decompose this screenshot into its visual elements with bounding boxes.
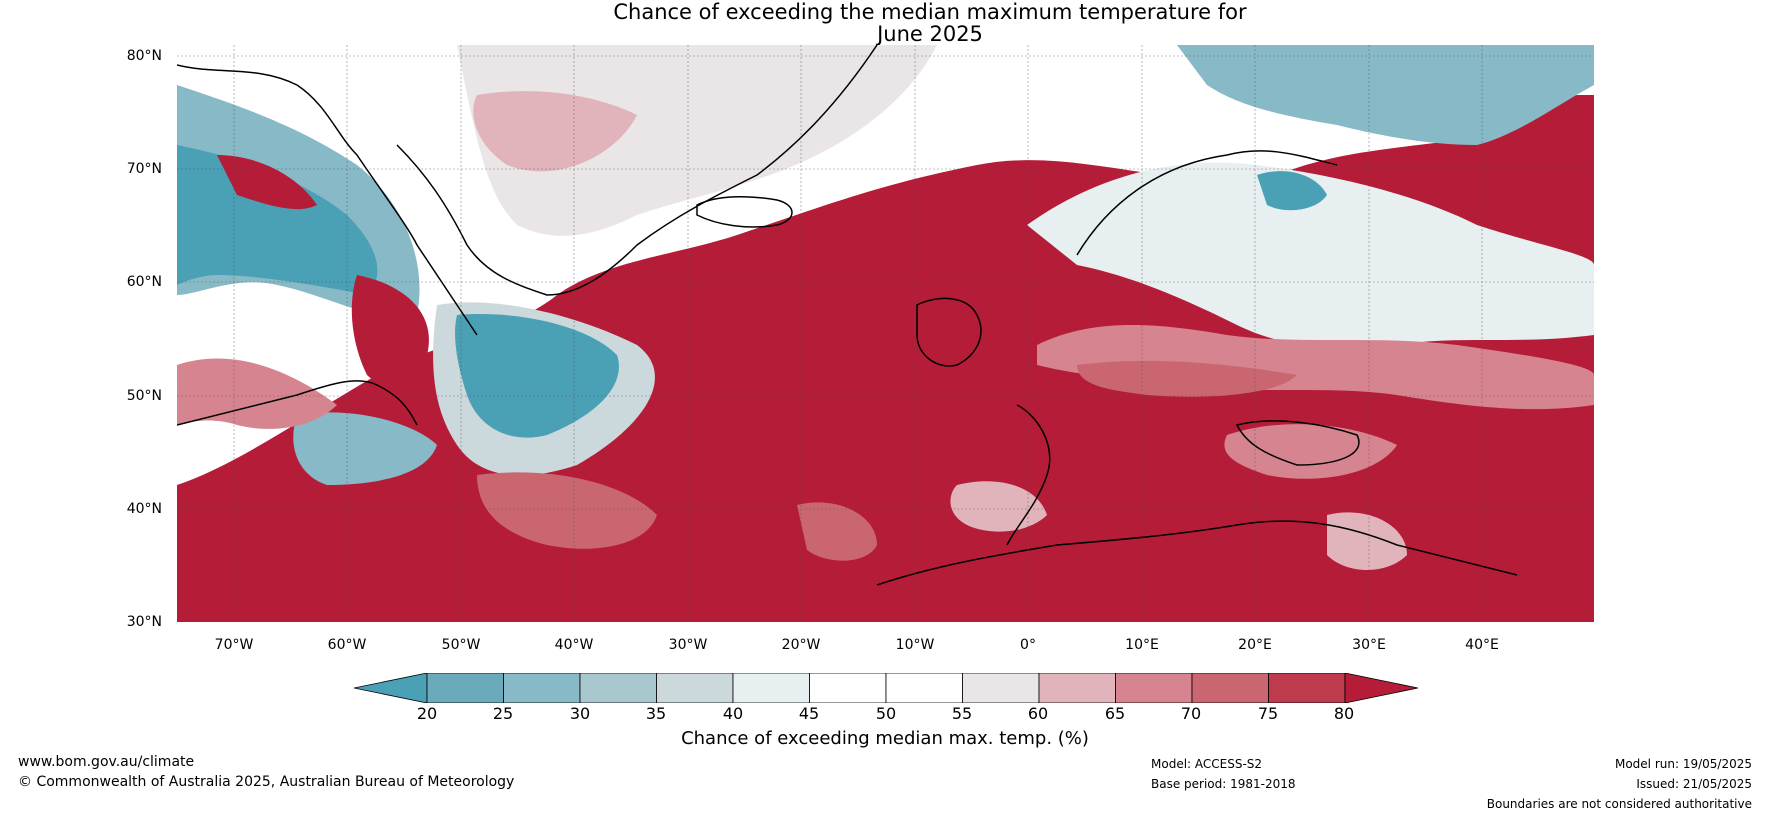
coastline-greenland (396, 45, 878, 296)
lon-label-30e: 30°E (1352, 637, 1386, 653)
coastline-scandinavia (1076, 150, 1338, 256)
region-black-sea-pink (1224, 424, 1397, 479)
lon-label-10e: 10°E (1125, 637, 1159, 653)
lat-label-40n: 40°N (126, 501, 162, 517)
region-europe-rose (1077, 360, 1297, 397)
region-greenland-pink (473, 91, 637, 172)
lon-label-40e: 40°E (1465, 637, 1499, 653)
colorbar-tick-75: 75 (1257, 704, 1279, 723)
coastline-us-northeast (177, 380, 418, 426)
lat-label-80n: 80°N (126, 48, 162, 64)
base-period-text: Base period: 1981-2018 (1151, 777, 1296, 791)
map-gridlines (177, 45, 1594, 622)
colorbar-segment (809, 672, 887, 704)
forecast-map (177, 45, 1594, 622)
colorbar-tick-20: 20 (416, 704, 438, 723)
colorbar-segment (426, 672, 504, 704)
lat-label-70n: 70°N (126, 161, 162, 177)
website-text: www.bom.gov.au/climate (18, 754, 195, 770)
coastline-africa-north (876, 520, 1518, 586)
issued-text: Issued: 21/05/2025 (1636, 777, 1752, 791)
lon-label-30w: 30°W (668, 637, 708, 653)
lon-label-70w: 70°W (214, 637, 254, 653)
colorbar-extend-low (353, 672, 428, 704)
colorbar-tick-55: 55 (951, 704, 973, 723)
colorbar-segment (503, 672, 581, 704)
colorbar-svg (353, 672, 1419, 704)
colorbar-tick-30: 30 (569, 704, 591, 723)
model-text: Model: ACCESS-S2 (1151, 757, 1263, 771)
region-atlantic-teal (455, 314, 619, 438)
lon-label-50w: 50°W (441, 637, 481, 653)
lat-label-60n: 60°N (126, 274, 162, 290)
lat-label-50n: 50°N (126, 388, 162, 404)
colorbar-segment (962, 672, 1040, 704)
region-baffin-red (217, 155, 317, 210)
colorbar-segment (885, 672, 963, 704)
lon-label-20w: 20°W (781, 637, 821, 653)
colorbar-segment (732, 672, 810, 704)
coastline-iceland (696, 195, 793, 228)
title-line-1: Chance of exceeding the median maximum t… (613, 0, 1247, 24)
coastline-uk (916, 297, 982, 367)
region-greenland-grey (457, 45, 937, 236)
region-nova-scotia-teal (293, 412, 437, 485)
region-us-pink (177, 358, 337, 429)
colorbar-segment (579, 672, 657, 704)
forecast-map-svg (177, 45, 1594, 622)
coastline-france-iberia (1006, 404, 1051, 546)
lat-label-30n: 30°N (126, 614, 162, 630)
colorbar-segment (1268, 672, 1346, 704)
region-arctic-teal (1177, 45, 1594, 145)
lon-label-20e: 20°E (1238, 637, 1272, 653)
region-middle-east-pink (1327, 512, 1407, 570)
colorbar-tick-65: 65 (1104, 704, 1126, 723)
colorbar-tick-25: 25 (492, 704, 514, 723)
region-south-atlantic-rose (477, 472, 657, 549)
region-labrador-red (351, 275, 429, 386)
lon-label-60w: 60°W (327, 637, 367, 653)
region-finland-teal (1257, 171, 1327, 211)
region-canada-teal-2 (177, 145, 378, 295)
colorbar-tick-45: 45 (798, 704, 820, 723)
region-europe-pink (1037, 325, 1594, 410)
colorbar-segment (1115, 672, 1193, 704)
region-mid-atlantic-rose (797, 502, 877, 561)
title-line-2: June 2025 (877, 22, 983, 46)
lon-label-10w: 10°W (895, 637, 935, 653)
colorbar-tick-70: 70 (1180, 704, 1202, 723)
colorbar-tick-80: 80 (1333, 704, 1355, 723)
lon-label-40w: 40°W (554, 637, 594, 653)
colorbar-tick-60: 60 (1027, 704, 1049, 723)
lon-label-0: 0° (1020, 637, 1036, 653)
colorbar-segment (1038, 672, 1116, 704)
disclaimer-text: Boundaries are not considered authoritat… (1486, 797, 1752, 811)
colorbar-segment (1191, 672, 1269, 704)
region-scandinavia-neutral (1027, 162, 1594, 349)
colorbar-tick-40: 40 (722, 704, 744, 723)
coastlines (177, 45, 1518, 586)
model-run-text: Model run: 19/05/2025 (1614, 757, 1752, 771)
copyright-text: © Commonwealth of Australia 2025, Austra… (18, 774, 515, 790)
colorbar-tick-35: 35 (645, 704, 667, 723)
coastline-canada (177, 64, 478, 336)
coastline-black-sea (1235, 420, 1360, 466)
colorbar-extend-high (1344, 672, 1419, 704)
colorbar-tick-50: 50 (875, 704, 897, 723)
colorbar-label: Chance of exceeding median max. temp. (%… (681, 728, 1089, 749)
colorbar (353, 672, 1419, 704)
colorbar-segment (656, 672, 734, 704)
